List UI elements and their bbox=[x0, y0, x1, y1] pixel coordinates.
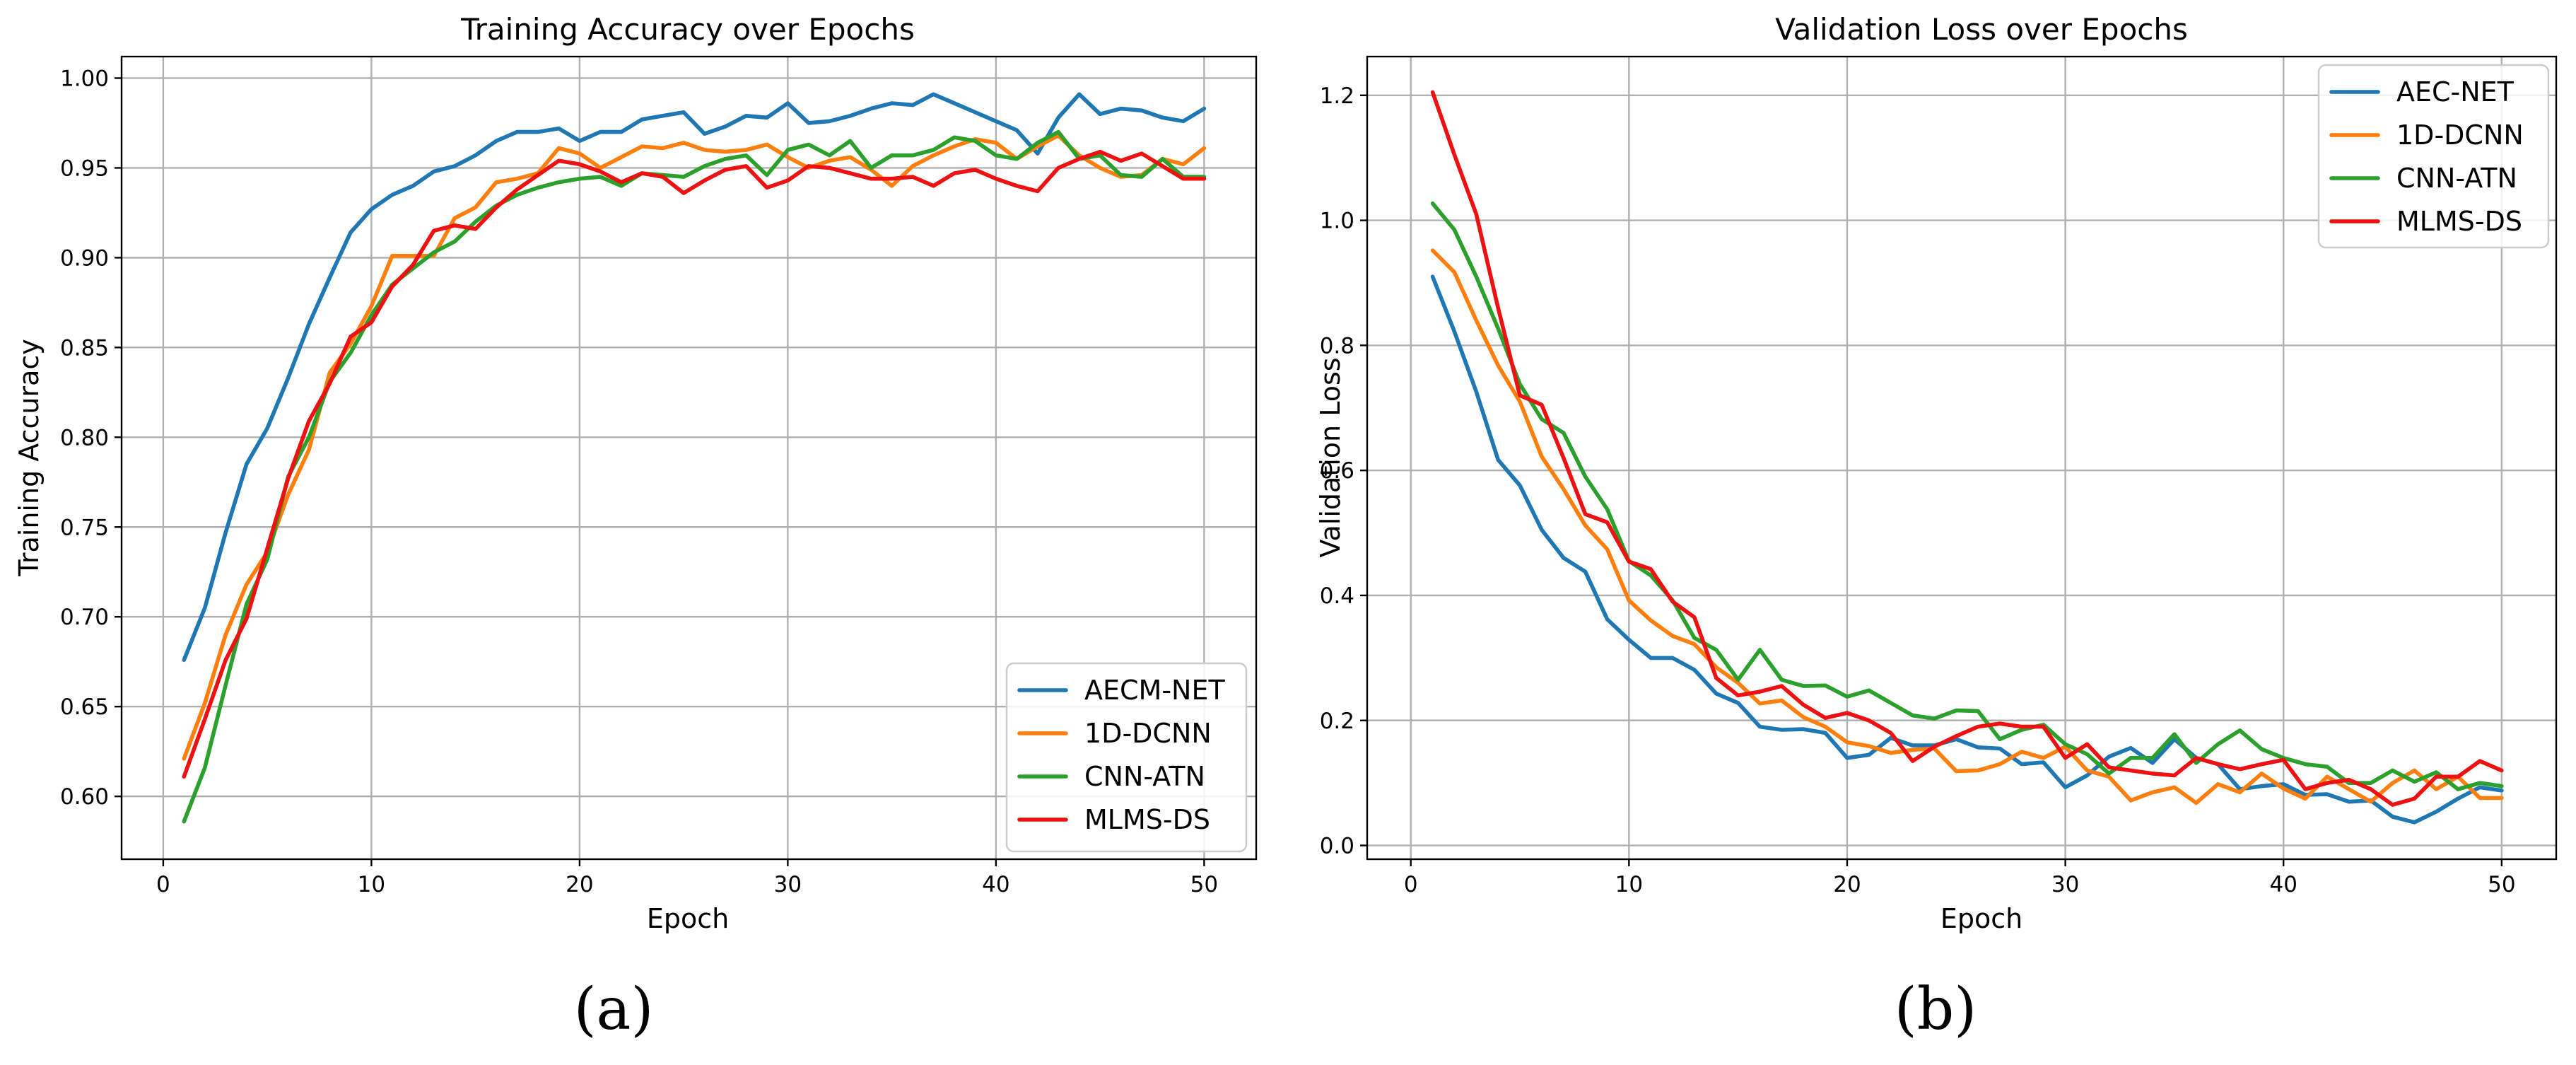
chart-b-ytick-label: 1.2 bbox=[1320, 83, 1354, 109]
chart-a-series-mlms-ds bbox=[182, 149, 1207, 779]
chart-a-series-1d-dcnn bbox=[182, 133, 1207, 761]
chart-a-ytick-label: 0.75 bbox=[60, 515, 109, 540]
chart-a-ytick-label: 0.65 bbox=[60, 694, 109, 720]
chart-b-xlabel: Epoch bbox=[1940, 903, 2022, 934]
chart-a-xtick-label: 20 bbox=[566, 872, 593, 897]
chart-a-title: Training Accuracy over Epochs bbox=[460, 12, 915, 47]
chart-a-xlabel: Epoch bbox=[647, 903, 729, 934]
chart-b-xtick-label: 10 bbox=[1615, 872, 1643, 897]
chart-b-ticks: 0 10 20 30 40 50 0.0 0.2 0.4 0.6 0.8 1.0 1.2 bbox=[1320, 83, 2516, 897]
panel-a-accuracy-chart: Training Accuracy over Epochs 0 10 20 30 40 5… bbox=[13, 12, 1258, 1043]
chart-a-ytick-label: 0.90 bbox=[60, 245, 109, 271]
chart-b-xtick-label: 30 bbox=[2051, 872, 2079, 897]
chart-a-plot-frame bbox=[120, 55, 1258, 861]
chart-b-legend-label: AEC-NET bbox=[2396, 76, 2514, 107]
chart-b-grid bbox=[1367, 57, 2556, 859]
chart-a-series-group bbox=[182, 92, 1207, 824]
chart-b-ytick-label: 1.0 bbox=[1320, 209, 1354, 234]
chart-b-ytick-label: 0.2 bbox=[1320, 709, 1354, 734]
chart-b-ytick-label: 0.6 bbox=[1320, 458, 1354, 484]
chart-a-legend: AECM-NET 1D-DCNN CNN-ATN MLMS-DS bbox=[1005, 662, 1248, 853]
chart-a-ytick-label: 0.60 bbox=[60, 784, 109, 810]
chart-a-ylabel: Training Accuracy bbox=[13, 339, 45, 577]
panel-b-loss-chart: Validation Loss over Epochs 0 10 20 30 40 500… bbox=[1315, 12, 2558, 1043]
chart-a-ytick-label: 0.70 bbox=[60, 605, 109, 630]
chart-a-ytick-label: 0.80 bbox=[60, 425, 109, 450]
chart-b-legend-label: CNN-ATN bbox=[2396, 163, 2517, 194]
chart-b-xtick-label: 0 bbox=[1404, 872, 1418, 897]
chart-a-ytick-label: 1.00 bbox=[60, 66, 109, 91]
chart-b-series-aec-net bbox=[1430, 274, 2504, 825]
chart-b-ytick-label: 0.8 bbox=[1320, 333, 1354, 359]
chart-b-legend-box bbox=[2317, 64, 2550, 249]
chart-a-grid bbox=[122, 57, 1256, 859]
chart-b-xtick-label: 20 bbox=[1833, 872, 1861, 897]
chart-b-legend-label: MLMS-DS bbox=[2396, 206, 2522, 237]
chart-b-legend-label: 1D-DCNN bbox=[2396, 120, 2524, 151]
chart-a-ticks: 0 10 20 30 40 50 0.60 0.65 0.70 0.75 0.80 0.85 0.90 0… bbox=[60, 66, 1218, 897]
chart-b-legend: AEC-NET 1D-DCNN CNN-ATN MLMS-DS bbox=[2317, 64, 2550, 249]
chart-b-xtick-label: 50 bbox=[2488, 872, 2515, 897]
chart-a-ytick-label: 0.85 bbox=[60, 335, 109, 361]
chart-a-xtick-label: 50 bbox=[1190, 872, 1218, 897]
chart-b-title: Validation Loss over Epochs bbox=[1775, 12, 2188, 47]
chart-b-series-cnn-atn bbox=[1430, 201, 2504, 791]
chart-b-ytick-label: 0.4 bbox=[1320, 583, 1354, 609]
chart-b-plot-frame bbox=[1366, 55, 2558, 861]
panel-b-label: (b) bbox=[1895, 976, 1977, 1043]
chart-b-ytick-label: 0.0 bbox=[1320, 834, 1354, 859]
chart-a-xtick-label: 30 bbox=[774, 872, 802, 897]
chart-a-xtick-label: 0 bbox=[156, 872, 170, 897]
chart-a-ytick-label: 0.95 bbox=[60, 156, 109, 181]
chart-b-series-mlms-ds bbox=[1430, 90, 2504, 807]
chart-a-legend-box bbox=[1005, 662, 1248, 853]
chart-b-ylabel: Validation Loss bbox=[1315, 357, 1346, 557]
chart-a-legend-label: AECM-NET bbox=[1084, 675, 1225, 706]
chart-a-legend-label: MLMS-DS bbox=[1084, 804, 1210, 835]
chart-a-legend-label: 1D-DCNN bbox=[1084, 718, 1212, 749]
chart-b-xtick-label: 40 bbox=[2269, 872, 2297, 897]
chart-b-series-group bbox=[1430, 90, 2504, 825]
chart-a-legend-label: CNN-ATN bbox=[1084, 761, 1205, 792]
chart-b-series-1d-dcnn bbox=[1430, 248, 2504, 805]
panel-a-label: (a) bbox=[574, 976, 654, 1043]
chart-a-xtick-label: 10 bbox=[358, 872, 385, 897]
chart-a-series-cnn-atn bbox=[182, 129, 1207, 824]
chart-a-xtick-label: 40 bbox=[982, 872, 1009, 897]
